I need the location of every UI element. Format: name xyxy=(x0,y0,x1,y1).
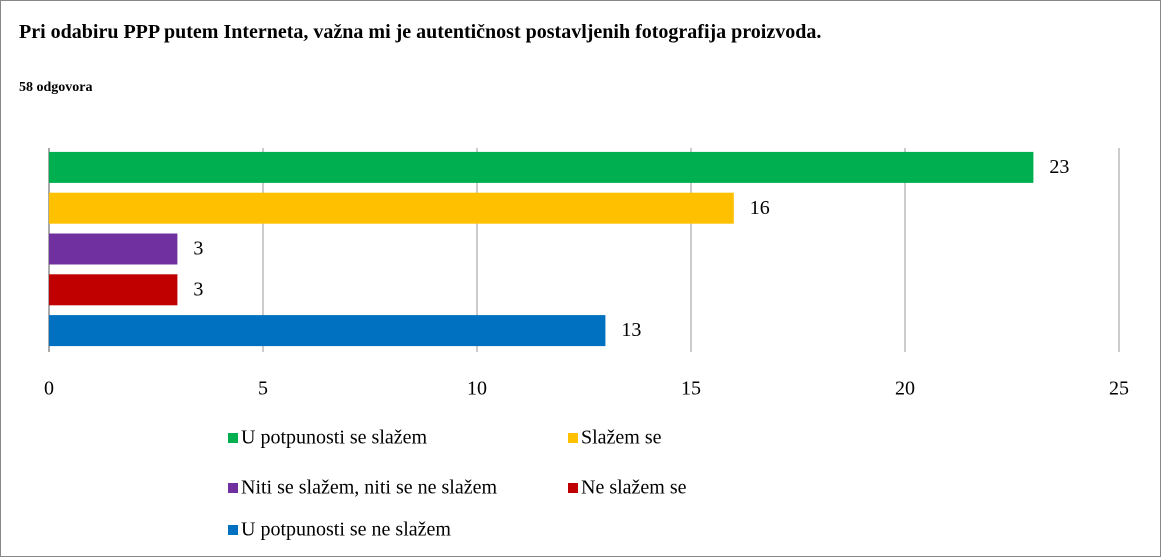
x-tick-label: 10 xyxy=(467,378,487,400)
legend-marker xyxy=(228,483,238,493)
legend-label: Slažem se xyxy=(581,427,662,449)
legend-marker xyxy=(228,433,238,443)
legend-marker xyxy=(568,483,578,493)
bar xyxy=(49,233,178,265)
x-tick-label: 15 xyxy=(681,378,701,400)
x-tick-label: 5 xyxy=(258,378,268,400)
legend-label: Niti se slažem, niti se ne slažem xyxy=(241,477,497,499)
x-tick-label: 20 xyxy=(895,378,915,400)
chart-subtitle: 58 odgovora xyxy=(19,80,93,95)
bar xyxy=(49,315,606,347)
legend-label: U potpunosti se slažem xyxy=(241,427,428,449)
data-label: 16 xyxy=(750,197,770,219)
bar xyxy=(49,151,1034,183)
bar xyxy=(49,274,178,306)
legend-marker xyxy=(228,525,238,535)
x-tick-label: 25 xyxy=(1109,378,1129,400)
x-tick-label: 0 xyxy=(44,378,54,400)
legend-label: U potpunosti se ne slažem xyxy=(241,519,451,541)
chart-title: Pri odabiru PPP putem Interneta, važna m… xyxy=(19,21,822,43)
bar xyxy=(49,192,734,224)
data-label: 3 xyxy=(193,278,203,300)
data-label: 23 xyxy=(1049,156,1069,178)
legend-label: Ne slažem se xyxy=(581,477,687,499)
data-label: 13 xyxy=(621,319,641,341)
data-label: 3 xyxy=(193,238,203,260)
legend-marker xyxy=(568,433,578,443)
